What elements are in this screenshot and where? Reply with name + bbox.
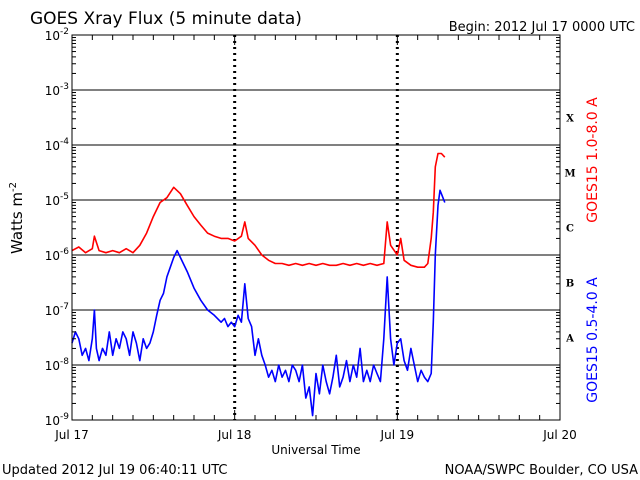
flare-class-label: A	[565, 334, 574, 345]
flare-class-label: X	[566, 114, 574, 125]
plot-frame	[71, 34, 561, 421]
y-tick-label: 10-7	[45, 302, 69, 318]
y-tick-label: 10-2	[45, 27, 69, 43]
series-label-short: GOES15 0.5-4.0 A	[585, 277, 601, 403]
flare-class-label: B	[566, 279, 574, 290]
series-line-long	[71, 152, 446, 269]
flare-class-label: C	[566, 224, 574, 235]
flare-class-label: M	[564, 169, 575, 180]
x-axis-label: Universal Time	[271, 443, 360, 457]
footer-updated: Updated 2012 Jul 19 06:40:11 UTC	[2, 463, 227, 478]
y-tick-label: 10-4	[45, 137, 70, 153]
y-tick-label: 10-5	[45, 192, 69, 208]
footer-source: NOAA/SWPC Boulder, CO USA	[445, 463, 638, 478]
y-axis-label: Watts m-2	[8, 182, 26, 254]
x-tick-label: Jul 17	[54, 428, 89, 442]
chart-title: GOES Xray Flux (5 minute data)	[30, 9, 302, 29]
series-layer	[71, 152, 446, 417]
y-tick-label: 10-8	[45, 357, 70, 373]
series-label-long: GOES15 1.0-8.0 A	[585, 97, 601, 223]
x-tick-label: Jul 19	[380, 428, 415, 442]
begin-label: Begin: 2012 Jul 17 0000 UTC	[449, 20, 635, 35]
series-line-short	[71, 189, 446, 417]
grid	[72, 35, 560, 420]
x-tick-label: Jul 20	[542, 428, 577, 442]
y-tick-label: 10-3	[45, 82, 69, 98]
y-tick-label: 10-9	[45, 412, 70, 428]
axes: 10-9 10-8 10-7 10-6 10-5 10-4 10-3 10-2 Jul 17 Ju…	[45, 27, 577, 442]
x-tick-label: Jul 18	[217, 428, 252, 442]
y-tick-label: 10-6	[45, 247, 70, 263]
